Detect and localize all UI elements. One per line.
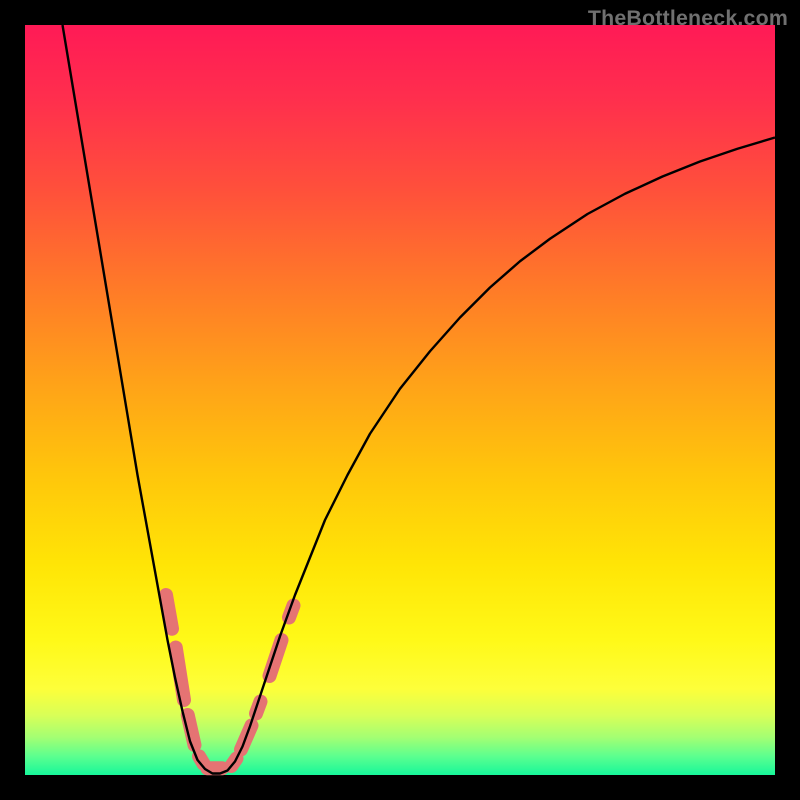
chart-frame: TheBottleneck.com [0,0,800,800]
chart-svg [0,0,800,800]
plot-background [25,25,775,775]
watermark-text: TheBottleneck.com [588,6,788,31]
dash-segment [166,595,172,629]
dash-segment [176,648,184,701]
